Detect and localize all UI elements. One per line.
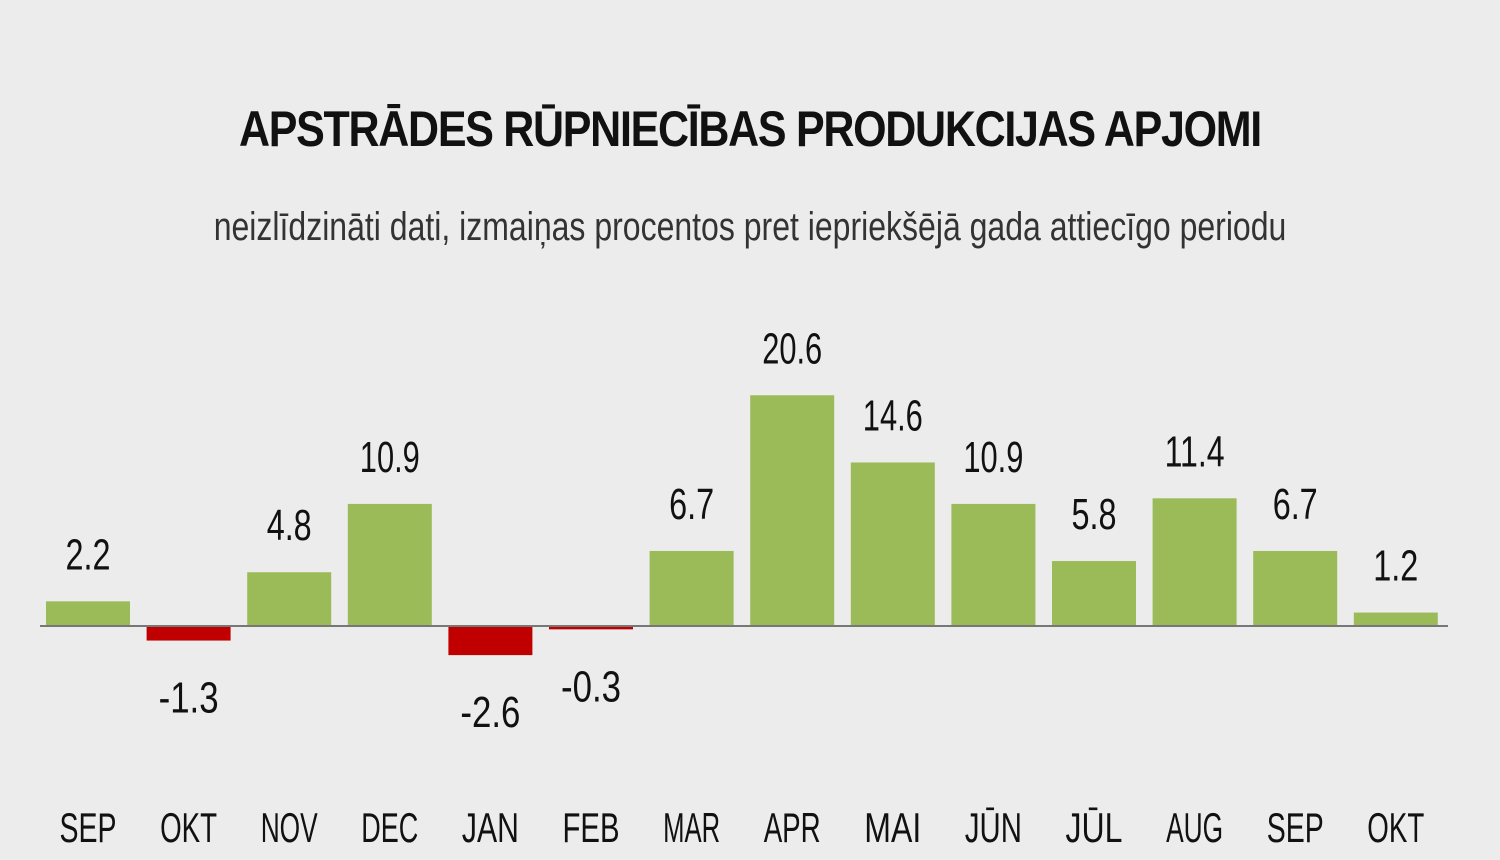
- category-label-2: NOV: [261, 804, 318, 851]
- bar-7: [750, 395, 835, 626]
- bar-8: [850, 462, 935, 626]
- category-label-8: MAI: [864, 804, 921, 851]
- bar-10: [1052, 561, 1136, 626]
- data-label-4: -2.6: [460, 688, 520, 737]
- category-label-10: JŪL: [1066, 804, 1123, 851]
- bar-3: [347, 503, 432, 626]
- data-label-8: 14.6: [863, 391, 923, 440]
- category-label-7: APR: [764, 804, 821, 851]
- bar-5: [549, 626, 633, 630]
- bar-4: [448, 626, 533, 656]
- category-label-1: OKT: [160, 804, 217, 851]
- data-label-11: 11.4: [1165, 427, 1225, 476]
- data-label-7: 20.6: [762, 324, 822, 373]
- data-label-9: 10.9: [963, 433, 1023, 482]
- data-label-13: 1.2: [1373, 542, 1418, 591]
- bar-13: [1353, 612, 1438, 626]
- data-label-3: 10.9: [360, 433, 420, 482]
- data-label-0: 2.2: [66, 530, 111, 579]
- chart-title: APSTRĀDES RŪPNIECĪBAS PRODUKCIJAS APJOMI: [239, 101, 1262, 157]
- bar-2: [247, 572, 332, 626]
- category-label-11: AUG: [1166, 804, 1223, 851]
- bar-9: [951, 503, 1036, 626]
- data-label-6: 6.7: [669, 480, 714, 529]
- data-label-10: 5.8: [1072, 490, 1117, 539]
- category-label-4: JAN: [462, 804, 519, 851]
- bar-0: [46, 601, 130, 626]
- bar-1: [146, 626, 231, 641]
- bar-12: [1253, 550, 1338, 626]
- category-label-0: SEP: [60, 804, 117, 851]
- category-label-6: MAR: [663, 804, 720, 851]
- bar-11: [1152, 498, 1237, 626]
- data-label-2: 4.8: [267, 501, 312, 550]
- data-label-5: -0.3: [561, 662, 621, 711]
- category-label-3: DEC: [361, 804, 418, 851]
- category-label-13: OKT: [1367, 804, 1424, 851]
- category-label-12: SEP: [1267, 804, 1324, 851]
- bar-6: [649, 550, 734, 626]
- category-label-9: JŪN: [965, 804, 1022, 851]
- data-label-12: 6.7: [1273, 480, 1318, 529]
- category-label-5: FEB: [563, 804, 620, 851]
- chart-subtitle: neizlīdzināti dati, izmaiņas procentos p…: [213, 205, 1287, 249]
- data-label-1: -1.3: [159, 674, 219, 723]
